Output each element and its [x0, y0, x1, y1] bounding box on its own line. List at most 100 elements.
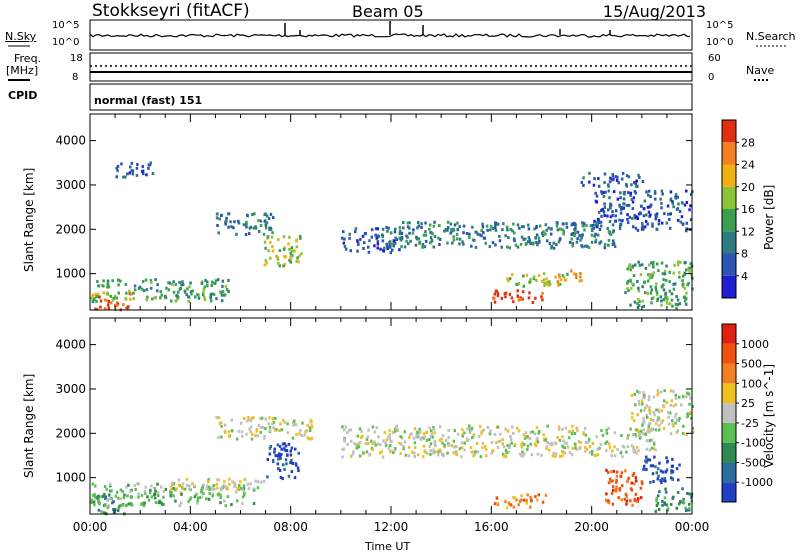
- scatter-cell: [286, 453, 289, 457]
- scatter-cell: [537, 236, 541, 240]
- scatter-cell: [129, 489, 132, 493]
- scatter-cell: [458, 237, 462, 241]
- colorbar-segment: [722, 324, 736, 344]
- scatter-cell: [670, 469, 673, 473]
- scatter-cell: [660, 299, 663, 303]
- scatter-cell: [283, 448, 286, 452]
- scatter-cell: [295, 423, 298, 427]
- scatter-cell: [525, 241, 528, 245]
- scatter-cell: [638, 175, 641, 179]
- scatter-cell: [133, 288, 137, 292]
- scatter-cell: [465, 232, 469, 235]
- scatter-cell: [496, 291, 500, 295]
- scatter-cell: [549, 246, 553, 250]
- scatter-cell: [256, 434, 260, 438]
- scatter-cell: [157, 490, 160, 494]
- scatter-cell: [98, 295, 101, 299]
- scatter-cell: [128, 171, 132, 175]
- scatter-cell: [619, 196, 622, 200]
- scatter-cell: [633, 213, 636, 217]
- scatter-cell: [130, 161, 134, 165]
- scatter-cell: [685, 415, 688, 419]
- scatter-cell: [671, 422, 674, 426]
- scatter-cell: [171, 481, 174, 485]
- scatter-cell: [453, 429, 456, 433]
- scatter-cell: [543, 282, 546, 285]
- scatter-cell: [638, 300, 641, 304]
- scatter-cell: [686, 414, 690, 418]
- scatter-cell: [624, 469, 627, 473]
- scatter-cell: [681, 282, 685, 286]
- scatter-cell: [484, 444, 487, 448]
- scatter-cell: [655, 422, 658, 426]
- scatter-cell: [681, 279, 684, 283]
- scatter-cell: [377, 442, 380, 446]
- scatter-cell: [607, 230, 611, 234]
- scatter-cell: [162, 502, 165, 506]
- scatter-cell: [144, 278, 148, 282]
- scatter-cell: [440, 452, 444, 456]
- scatter-cell: [631, 473, 635, 477]
- scatter-cell: [631, 503, 634, 507]
- scatter-cell: [638, 433, 641, 437]
- scatter-cell: [556, 280, 560, 284]
- scatter-cell: [432, 224, 436, 228]
- scatter-cell: [114, 494, 117, 498]
- scatter-cell: [172, 280, 175, 284]
- scatter-cell: [122, 303, 125, 307]
- date-title: 15/Aug/2013: [602, 2, 706, 21]
- scatter-cell: [107, 300, 111, 303]
- scatter-cell: [432, 426, 435, 429]
- scatter-cell: [150, 495, 153, 499]
- scatter-cell: [154, 489, 157, 493]
- scatter-cell: [578, 279, 582, 283]
- scatter-cell: [523, 436, 527, 440]
- scatter-cell: [528, 436, 532, 440]
- scatter-cell: [106, 283, 109, 286]
- scatter-cell: [106, 285, 109, 289]
- scatter-cell: [109, 294, 112, 298]
- scatter-cell: [254, 479, 257, 483]
- scatter-cell: [660, 303, 663, 307]
- scatter-cell: [645, 213, 648, 217]
- scatter-cell: [672, 389, 675, 393]
- scatter-cell: [135, 173, 139, 177]
- scatter-cell: [640, 480, 644, 484]
- freq-panel-frame: [89, 52, 693, 82]
- scatter-cell: [151, 297, 154, 301]
- scatter-cell: [145, 173, 148, 177]
- scatter-cell: [279, 475, 283, 479]
- scatter-cell: [515, 282, 518, 286]
- scatter-cell: [493, 292, 497, 296]
- scatter-cell: [480, 229, 483, 233]
- scatter-cell: [654, 217, 657, 221]
- scatter-cell: [691, 405, 695, 409]
- scatter-cell: [647, 427, 650, 431]
- scatter-cell: [544, 493, 548, 497]
- scatter-cell: [625, 502, 628, 506]
- scatter-cell: [612, 469, 616, 473]
- scatter-cell: [217, 278, 220, 282]
- scatter-cell: [536, 498, 539, 502]
- scatter-cell: [392, 242, 395, 246]
- scatter-cell: [399, 238, 403, 242]
- scatter-cell: [649, 464, 653, 468]
- scatter-cell: [242, 223, 246, 227]
- scatter-cell: [647, 193, 650, 197]
- scatter-cell: [540, 279, 544, 283]
- scatter-cell: [224, 431, 227, 434]
- scatter-cell: [520, 494, 523, 498]
- scatter-cell: [387, 226, 390, 230]
- scatter-cell: [655, 282, 658, 286]
- scatter-cell: [588, 171, 591, 175]
- scatter-cell: [629, 427, 632, 431]
- scatter-cell: [625, 184, 629, 188]
- scatter-cell: [671, 200, 674, 204]
- scatter-cell: [580, 181, 584, 184]
- scatter-cell: [501, 438, 504, 442]
- scatter-cell: [244, 233, 248, 237]
- scatter-cell: [639, 496, 643, 500]
- scatter-cell: [249, 419, 253, 423]
- scatter-cell: [516, 245, 520, 249]
- scatter-cell: [214, 279, 218, 283]
